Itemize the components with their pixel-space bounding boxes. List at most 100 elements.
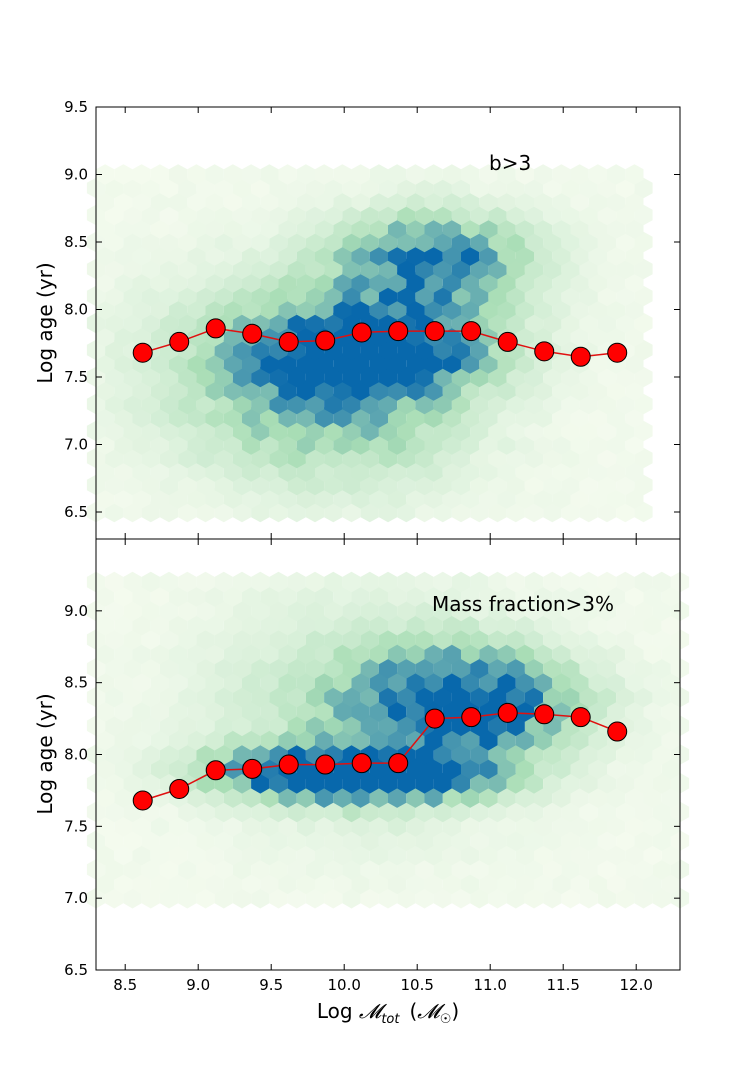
hexbin-cell [287,830,306,851]
hexbin-cell [661,787,680,808]
y-tick-label: 7.0 [64,436,88,454]
hexbin-cell [433,772,452,794]
hexbin-cell [515,191,534,212]
hexbin-cell [488,887,507,909]
hexbin-cell [442,873,461,895]
hexbin-cell [214,686,233,708]
hexbin-cell [178,420,197,442]
hexbin-cell [324,420,343,442]
hexbin-cell [588,488,607,509]
hexbin-cell [461,758,480,780]
hexbin-cell [360,177,379,199]
hexbin-cell [369,729,388,751]
hexbin-cell [625,729,644,751]
hexbin-cell [305,571,325,593]
hexbin-cell [333,353,352,374]
hexbin-cell [625,272,644,293]
hexbin-cell [579,772,598,794]
hexbin-cell [488,501,507,523]
hexbin-cell [406,380,425,401]
hexbin-cell [305,447,325,469]
hexbin-cell [524,571,544,593]
hexbin-cell [141,744,160,765]
hexbin-cell [470,258,489,280]
hexbin-cell [141,231,160,253]
hexbin-cell [561,393,580,415]
hexbin-cell [114,353,133,374]
hexbin-cell [105,501,124,523]
hexbin-cell [515,643,534,665]
hexbin-cell [534,218,553,239]
hexbin-cell [515,614,534,636]
x-tick-label: 11.5 [546,976,579,994]
hexbin-cell [415,801,434,823]
hexbin-cell [315,614,334,636]
hexbin-cell [96,844,115,866]
hexbin-cell [287,393,306,415]
hexbin-cell [187,245,206,266]
hexbin-cell [415,366,434,388]
hexbin-cell [634,339,653,361]
hexbin-cell [351,380,370,401]
hexbin-cell [634,393,653,415]
hexbin-cell [369,672,388,693]
hexbin-cell [588,218,607,239]
hexbin-cell [232,231,252,253]
hexbin-cell [251,204,270,226]
hexbin-cell [242,701,261,722]
hexbin-cell [388,299,407,320]
hexbin-cell [406,614,425,636]
hexbin-cell [315,380,334,401]
hexbin-cell [597,312,617,334]
hexbin-cell [305,715,325,737]
hexbin-cell [451,600,471,622]
hexbin-cell [607,191,626,212]
hexbin-cell [634,366,653,388]
hexbin-cell [524,658,544,679]
hexbin-cell [552,434,571,455]
hexbin-cell [378,501,398,523]
hexbin-cell [515,701,534,722]
hexbin-cell [524,686,544,708]
hexbin-cell [305,859,325,880]
hexbin-cell [461,729,480,751]
hexbin-cell [397,420,416,442]
hexbin-cell [442,729,461,751]
hexbin-bottom [86,571,690,909]
hexbin-cell [497,643,516,665]
hexbin-cell [105,571,124,593]
hexbin-cell [351,245,370,266]
hexbin-cell [178,474,197,496]
hexbin-cell [351,434,370,455]
hexbin-cell [123,285,142,307]
hexbin-cell [296,434,315,455]
hexbin-cell [570,380,589,401]
hexbin-cell [661,816,680,837]
hexbin-cell [169,380,188,401]
hexbin-cell [169,816,188,837]
hexbin-cell [205,353,224,374]
hexbin-cell [552,326,571,347]
hexbin-cell [415,686,434,708]
hexbin-cell [278,407,297,428]
hexbin-cell [461,488,480,509]
hexbin-cell [424,191,443,212]
hexbin-cell [214,571,233,593]
hexbin-cell [196,887,215,909]
hexbin-cell [479,191,498,212]
hexbin-cell [451,658,471,679]
hexbin-cell [570,729,589,751]
hexbin-cell [634,420,653,442]
hexbin-cell [461,218,480,239]
hexbin-cell [305,204,325,226]
hexbin-cell [360,204,379,226]
hexbin-cell [159,447,179,469]
hexbin-cell [570,643,589,665]
x-tick-label: 9.5 [259,976,283,994]
hexbin-cell [588,643,607,665]
hexbin-cell [324,600,343,622]
hexbin-cell [251,177,270,199]
hexbin-cell [369,787,388,808]
hexbin-cell [461,434,480,455]
